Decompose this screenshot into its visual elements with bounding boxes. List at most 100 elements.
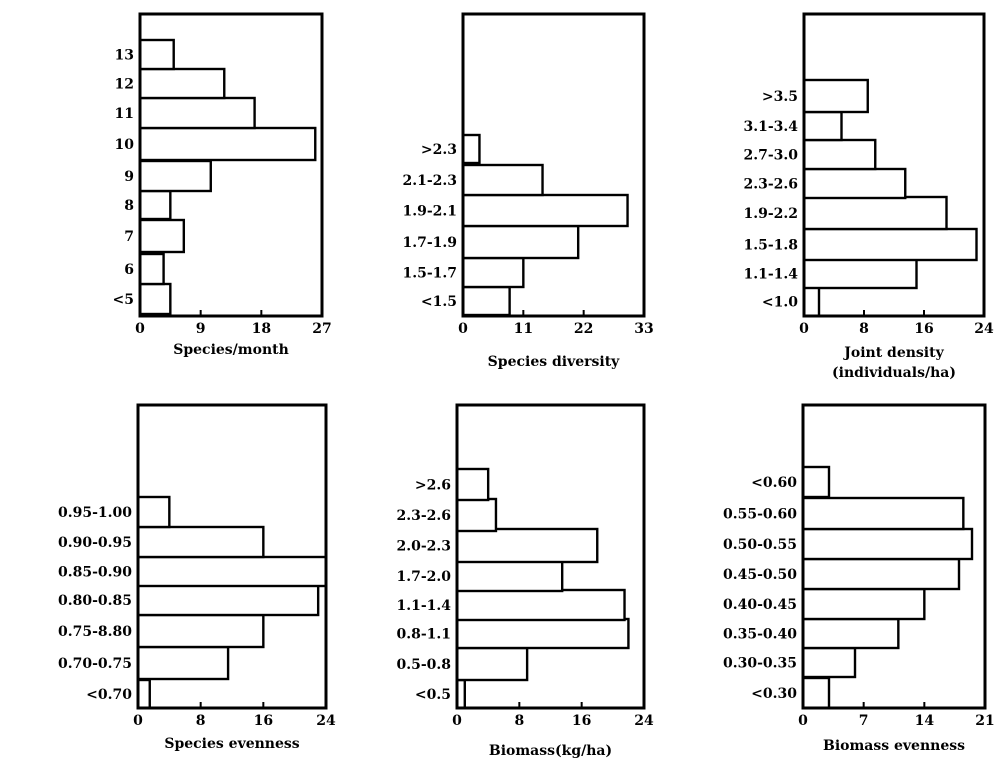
tick-label: 11: [514, 321, 533, 337]
x-axis-label: Species/month: [173, 342, 289, 358]
tick-label: 14: [915, 713, 935, 729]
category-label: 1.5-1.8: [743, 238, 798, 254]
bar-p6-lt0-30: [801, 676, 831, 710]
category-label: 0.5-0.8: [396, 657, 451, 673]
tick-label: 8: [514, 713, 524, 729]
bar-p4-0-80-0-85: [136, 583, 320, 617]
tick-label: 0: [133, 713, 143, 729]
category-label: 13: [115, 48, 134, 64]
bar-p1-6: [138, 252, 165, 286]
category-label: <1.5: [421, 294, 457, 310]
category-label: 1.7-1.9: [402, 235, 457, 251]
x-axis-label: Biomass evenness: [823, 738, 965, 754]
tick-label: 0: [452, 713, 462, 729]
category-label: <0.60: [751, 475, 797, 491]
bar-p1-12: [138, 67, 226, 100]
bar-p3-gt3-5: [802, 78, 869, 114]
bar-p2-1-5-1-7: [461, 256, 525, 289]
bar-p5-gt2-6: [455, 467, 490, 502]
category-label: >2.6: [415, 478, 451, 494]
bar-p3-3-1-3-4: [802, 110, 843, 142]
bar-p5-1-1-1-4: [455, 588, 626, 622]
category-label: 0.40-0.45: [723, 597, 797, 613]
bar-p5-0-8-1-1: [455, 617, 630, 650]
bar-p3-1-1-1-4: [802, 257, 918, 290]
tick-label: 7: [859, 713, 869, 729]
bar-p4-0-75-8-80: [136, 613, 265, 649]
category-label: <0.30: [751, 686, 797, 702]
bar-p1-9: [138, 159, 212, 193]
bar-p5-2-0-2-3: [455, 527, 599, 564]
category-label: 0.85-0.90: [58, 565, 132, 581]
category-label: 3.1-3.4: [743, 119, 798, 135]
category-label: 9: [124, 169, 134, 185]
bar-p5-1-7-2-0: [455, 559, 564, 593]
category-label: >3.5: [762, 89, 798, 105]
category-label: 0.55-0.60: [723, 507, 797, 523]
tick-label: 8: [859, 321, 869, 337]
category-label: 0.95-1.00: [58, 505, 132, 521]
category-label: 1.1-1.4: [396, 598, 451, 614]
category-label: 8: [124, 198, 134, 214]
bar-p1-8: [138, 189, 172, 221]
category-label: <5: [113, 292, 134, 308]
bar-p1-10: [138, 126, 317, 162]
bar-p6-0-40-0-45: [801, 587, 926, 621]
category-label: 0.50-0.55: [723, 537, 797, 553]
bar-p1-13: [138, 38, 175, 71]
tick-label: 9: [196, 321, 206, 337]
category-label: 1.1-1.4: [743, 267, 798, 283]
bar-p4-0-90-0-95: [136, 525, 265, 559]
category-label: 0.75-8.80: [58, 624, 132, 640]
tick-label: 33: [634, 321, 653, 337]
bar-p2-2-1-2-3: [461, 163, 544, 197]
category-label: 0.70-0.75: [58, 656, 132, 672]
tick-label: 21: [975, 713, 994, 729]
category-label: 1.7-2.0: [396, 569, 451, 585]
category-label: 0.30-0.35: [723, 656, 797, 672]
x-axis-label: Species evenness: [164, 736, 299, 752]
bar-p4-lt0-70: [136, 678, 151, 710]
category-label: 2.7-3.0: [743, 148, 798, 164]
bar-p6-0-35-0-40: [801, 617, 900, 650]
category-label: 1.9-2.1: [402, 204, 457, 220]
category-label: <0.70: [86, 687, 132, 703]
bar-p4-0-70-0-75: [136, 645, 230, 681]
bar-p2-1-9-2-1: [461, 193, 629, 228]
bar-p1-11: [138, 96, 256, 130]
bar-p2-gt2-3: [461, 133, 481, 165]
tick-label: 22: [574, 321, 593, 337]
category-label: 1.9-2.2: [743, 206, 798, 222]
category-label: 0.80-0.85: [58, 593, 132, 609]
category-label: <0.5: [415, 687, 451, 703]
category-label: 12: [115, 77, 134, 93]
bar-p6-0-30-0-35: [801, 646, 857, 679]
category-label: 0.8-1.1: [396, 627, 451, 643]
category-label: 1.5-1.7: [402, 266, 457, 282]
category-label: >2.3: [421, 142, 457, 158]
bar-p3-lt1-0: [802, 285, 821, 318]
tick-label: 0: [135, 321, 145, 337]
x-axis-label: (individuals/ha): [832, 365, 956, 381]
tick-label: 18: [252, 321, 271, 337]
category-label: <1.0: [762, 295, 798, 311]
category-label: 0.45-0.50: [723, 567, 797, 583]
category-label: 0.35-0.40: [723, 627, 797, 643]
bar-p1-7: [138, 218, 186, 254]
bar-p4-0-85-0-90: [136, 555, 328, 588]
tick-label: 16: [572, 713, 591, 729]
category-label: 10: [115, 137, 135, 153]
category-label: 11: [115, 106, 134, 122]
tick-label: 27: [312, 321, 331, 337]
bar-p3-1-9-2-2: [802, 195, 948, 231]
tick-label: 0: [458, 321, 468, 337]
bar-p5-2-3-2-6: [455, 497, 498, 533]
tick-label: 24: [974, 321, 994, 337]
bar-p3-2-3-2-6: [802, 167, 907, 200]
bar-p1-lt5: [138, 282, 172, 316]
category-label: 2.3-2.6: [396, 508, 451, 524]
tick-label: 8: [196, 713, 206, 729]
tick-label: 16: [914, 321, 933, 337]
category-label: 7: [124, 229, 134, 245]
